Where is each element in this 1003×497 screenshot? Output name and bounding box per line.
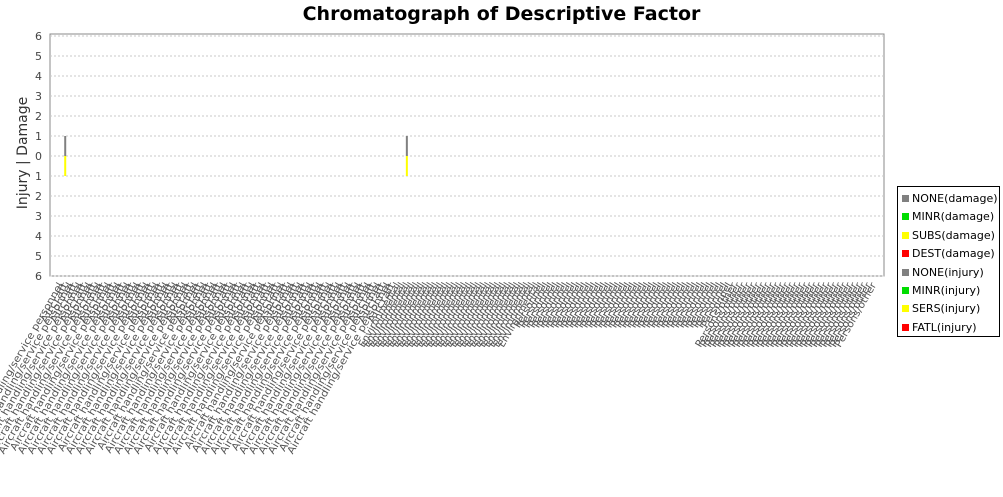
- y-tick-label: 4: [35, 70, 42, 83]
- legend-label: DEST(damage): [912, 247, 995, 261]
- legend-item: NONE(damage): [901, 190, 999, 208]
- y-axis-ticks: 6 5 4 3 2 1 0 1 2 3 4 5 6: [35, 30, 42, 283]
- legend-item: NONE(injury): [901, 264, 999, 282]
- chart-title: Chromatograph of Descriptive Factor: [302, 3, 701, 25]
- legend-item: MINR(injury): [901, 282, 999, 300]
- y-tick-label: 0: [35, 150, 42, 163]
- legend-item: DEST(damage): [901, 245, 999, 263]
- legend-swatch: [902, 323, 909, 331]
- y-tick-label: 1: [35, 130, 42, 143]
- legend-swatch: [902, 268, 909, 276]
- legend-item: FATL(injury): [901, 319, 999, 337]
- legend-label: FATL(injury): [912, 320, 977, 334]
- plot-area: [49, 33, 885, 277]
- y-tick-label: 5: [35, 250, 42, 263]
- y-tick-label: 6: [35, 30, 42, 43]
- legend: NONE(damage) MINR(damage) SUBS(damage) DEST…: [897, 186, 1000, 337]
- y-tick-label: 6: [35, 270, 42, 283]
- legend-label: NONE(damage): [912, 192, 998, 205]
- damage-bar: [64, 136, 67, 156]
- injury-bar: [405, 156, 408, 176]
- y-tick-label: 1: [35, 170, 42, 183]
- y-tick-label: 2: [35, 110, 42, 123]
- legend-label: SUBS(damage): [912, 228, 995, 242]
- grid-lines: [50, 35, 884, 277]
- legend-swatch: [902, 305, 909, 313]
- legend-swatch: [902, 250, 909, 258]
- injury-bar: [64, 156, 67, 176]
- y-tick-label: 2: [35, 190, 42, 203]
- x-axis-tick-labels: Aircraft handling/service personnelAircr…: [0, 280, 880, 456]
- legend-swatch: [902, 195, 909, 202]
- legend-swatch: [902, 231, 909, 239]
- y-tick-label: 3: [35, 90, 42, 103]
- legend-label: NONE(injury): [912, 265, 984, 279]
- legend-swatch: [902, 213, 909, 221]
- legend-swatch: [902, 286, 909, 294]
- damage-bar: [405, 136, 408, 156]
- legend-item: SUBS(damage): [901, 227, 999, 245]
- y-tick-label: 3: [35, 210, 42, 223]
- legend-label: SERS(injury): [912, 302, 981, 316]
- y-tick-label: 5: [35, 50, 42, 63]
- legend-label: MINR(injury): [912, 283, 981, 297]
- legend-item: MINR(damage): [901, 208, 999, 226]
- y-tick-label: 4: [35, 230, 42, 243]
- bars-group: [64, 136, 408, 176]
- legend-label: MINR(damage): [912, 210, 995, 224]
- legend-item: SERS(injury): [901, 300, 999, 318]
